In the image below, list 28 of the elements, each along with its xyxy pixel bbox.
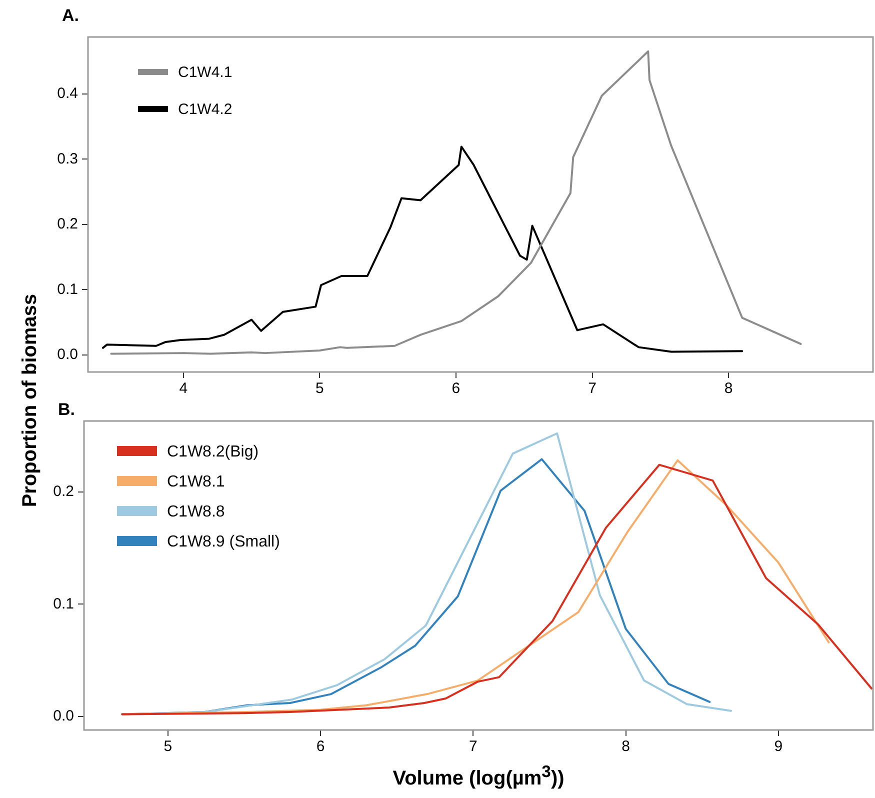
y-tick-label: 0.3	[57, 150, 78, 168]
chart-title: B.	[58, 400, 75, 420]
x-tick-label: 6	[452, 380, 460, 398]
y-tick-label: 0.0	[57, 346, 78, 364]
y-tick-label: 0.2	[53, 482, 74, 500]
x-tick-label: 8	[622, 738, 630, 756]
y-tick-label: 0.0	[53, 708, 74, 725]
legend-label: C1W4.1	[178, 64, 232, 82]
y-tick-label: 0.1	[57, 280, 78, 298]
x-tick-label: 6	[316, 738, 325, 756]
legend-label: C1W8.2(Big)	[167, 443, 259, 460]
x-tick-label: 9	[774, 738, 783, 756]
y-tick-label: 0.2	[57, 216, 78, 233]
legend-label: C1W8.9 (Small)	[167, 533, 280, 550]
x-tick-label: 8	[724, 380, 733, 398]
x-tick-label: 5	[316, 380, 324, 398]
legend-label: C1W8.8	[167, 503, 225, 520]
y-tick-label: 0.4	[57, 84, 78, 102]
x-tick-label: 5	[164, 738, 172, 756]
legend-label: C1W8.1	[167, 473, 225, 490]
x-tick-label: 4	[179, 380, 188, 398]
legend-label: C1W4.2	[178, 101, 232, 118]
x-tick-label: 7	[468, 738, 478, 756]
y-axis-title: Proportion of biomass	[18, 293, 42, 507]
y-tick-label: 0.1	[53, 595, 74, 612]
x-tick-label: 7	[588, 380, 596, 398]
x-axis-title: Volume (log(µm$^{3}$))	[392, 762, 566, 791]
chart-title: A.	[62, 6, 79, 26]
